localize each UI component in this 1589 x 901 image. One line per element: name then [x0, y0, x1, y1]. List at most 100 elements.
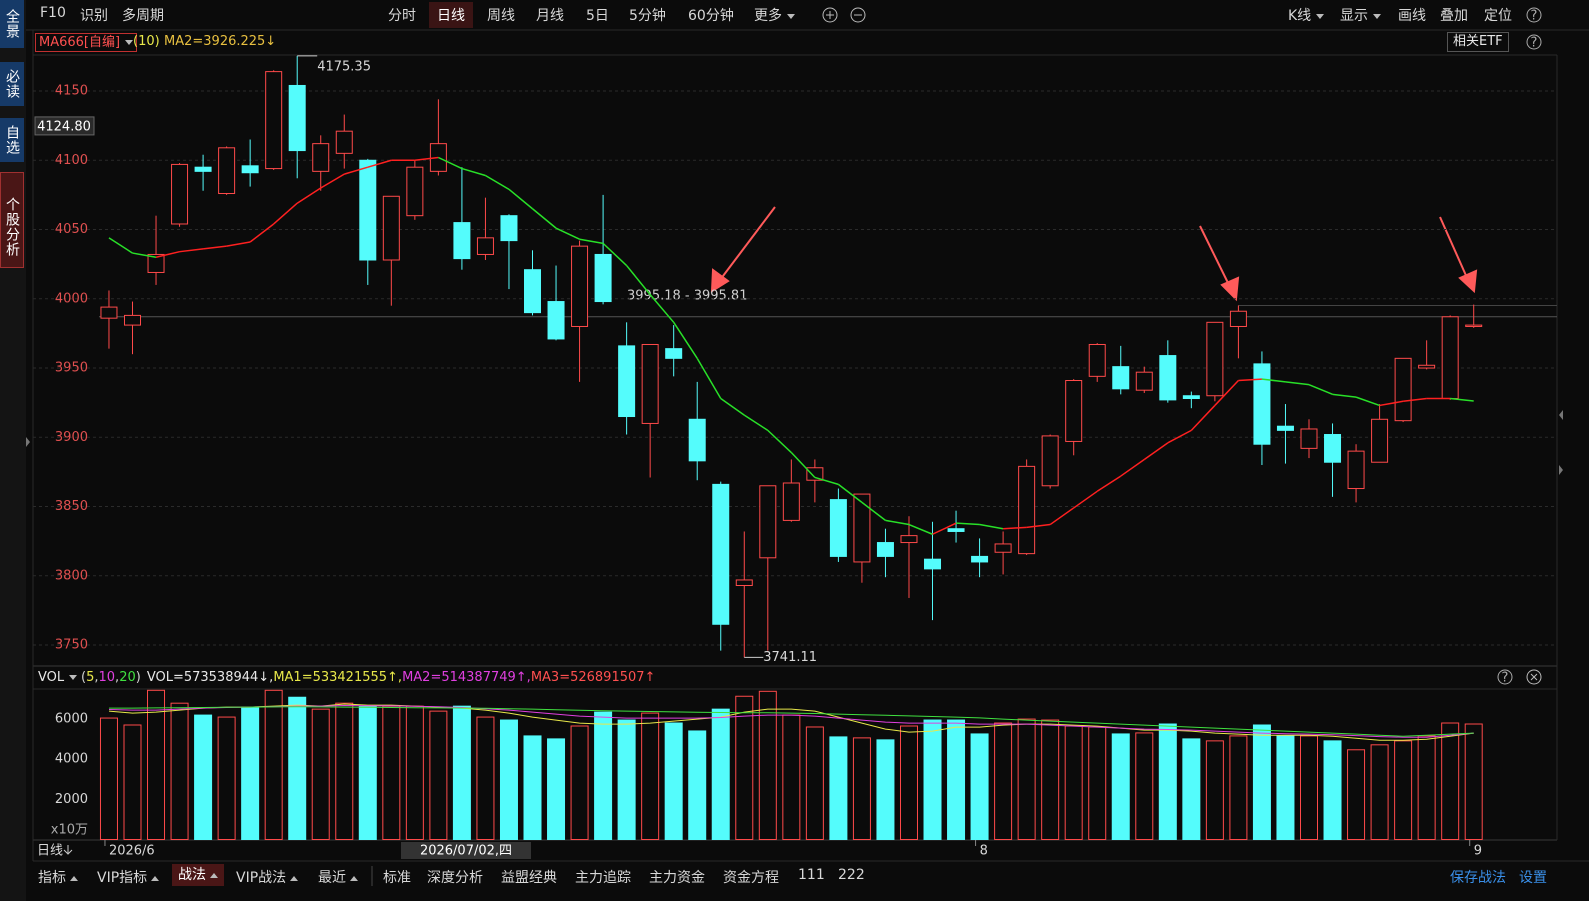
volume-bar: [1041, 719, 1060, 840]
volume-bar: [123, 724, 142, 841]
bottom-tab[interactable]: 指标: [38, 867, 78, 887]
volume-bar: [358, 705, 377, 840]
volume-bar: [1182, 738, 1201, 840]
nav-item[interactable]: 识别: [80, 8, 108, 24]
sidebar-tab[interactable]: 个股分析: [0, 172, 24, 268]
zoom-out[interactable]: [850, 7, 866, 23]
volume-bar: [476, 716, 495, 841]
period-tab[interactable]: 5日: [586, 8, 609, 24]
period-tab[interactable]: 5分钟: [629, 8, 666, 24]
bottom-item[interactable]: 深度分析: [427, 870, 483, 886]
candle-body: [1159, 355, 1177, 401]
period-tab[interactable]: 60分钟: [688, 8, 734, 24]
nav-item[interactable]: 显示: [1340, 5, 1381, 25]
ma-segment: [1332, 393, 1357, 398]
y-tick-label: 3900: [55, 430, 88, 445]
etf-button[interactable]: 相关ETF: [1447, 32, 1509, 52]
vol-name[interactable]: VOL: [38, 670, 77, 685]
nav-item[interactable]: 画线: [1398, 8, 1426, 24]
candle-body: [1229, 310, 1247, 327]
nav-item[interactable]: 多周期: [122, 8, 164, 24]
nav-item[interactable]: F10: [40, 5, 66, 21]
candle-body: [806, 467, 824, 481]
bottom-item[interactable]: 111: [798, 867, 825, 883]
bottom-tab[interactable]: 战法: [172, 864, 224, 886]
period-tab[interactable]: 日线: [429, 2, 473, 28]
ma-segment: [1238, 378, 1262, 382]
candle-body: [594, 253, 612, 303]
scroll-mark: [1559, 465, 1563, 475]
ma-segment: [1308, 383, 1333, 396]
bottom-tab[interactable]: 最近: [318, 867, 358, 887]
ma-segment: [908, 523, 933, 535]
period-tab[interactable]: 周线: [487, 8, 515, 24]
vol-value: ,: [115, 670, 120, 685]
nav-item[interactable]: 叠加: [1440, 8, 1468, 24]
volume-bar: [452, 705, 471, 840]
ma-segment: [132, 252, 157, 258]
candle-body: [876, 542, 894, 557]
sidebar-tab[interactable]: 全景: [0, 0, 24, 48]
volume-bar: [1276, 735, 1295, 841]
ma-segment: [696, 357, 722, 399]
ma-segment: [202, 245, 227, 250]
candle-body: [1465, 324, 1483, 327]
zoom-in[interactable]: [822, 7, 838, 23]
candle-body: [241, 165, 259, 174]
ma-segment: [743, 414, 769, 431]
volume-bar: [899, 725, 918, 841]
volume-bar: [547, 738, 566, 840]
bottom-item[interactable]: 益盟经典: [501, 870, 557, 886]
volume-bar: [1088, 726, 1107, 841]
period-tab[interactable]: 更多: [754, 5, 795, 25]
volume-bar: [1323, 740, 1342, 840]
bottom-item[interactable]: 标准: [383, 870, 411, 886]
volume-bar: [499, 719, 518, 840]
nav-item[interactable]: 定位: [1484, 8, 1512, 24]
bottom-item[interactable]: 222: [838, 867, 865, 883]
volume-bar: [1417, 735, 1436, 841]
ma-segment: [790, 452, 816, 478]
ma-segment: [1261, 378, 1286, 383]
volume-bar: [194, 714, 213, 840]
bottom-action[interactable]: 保存战法: [1450, 870, 1506, 886]
scroll-mark: [1559, 410, 1563, 420]
ma-segment: [414, 156, 439, 162]
close-icon[interactable]: [1526, 669, 1542, 685]
sidebar-tab[interactable]: 必读: [0, 62, 24, 106]
ma-segment: [1143, 442, 1169, 461]
volume-bar: [970, 733, 989, 841]
bottom-tab[interactable]: VIP指标: [97, 867, 159, 887]
candle-body: [1347, 450, 1365, 490]
vol-value: VOL=573538944↓,: [146, 670, 274, 685]
candle-body: [171, 163, 189, 225]
candle-body: [688, 418, 706, 462]
candle-body: [359, 159, 377, 261]
bottom-tab[interactable]: VIP战法: [236, 867, 298, 887]
volume-bar: [994, 722, 1013, 840]
volume-bar: [735, 695, 754, 840]
nav-item[interactable]: K线: [1288, 5, 1324, 25]
help-icon: [1497, 669, 1513, 685]
indicator-name[interactable]: MA666[自编]: [35, 33, 138, 52]
vol-value: ): [135, 670, 141, 685]
period-tab[interactable]: 分时: [388, 8, 416, 24]
ma-segment: [438, 156, 463, 170]
period-tab[interactable]: 月线: [536, 8, 564, 24]
volume-bar: [829, 736, 848, 841]
date-period: 日线: [37, 844, 63, 859]
ma-segment: [837, 483, 863, 503]
download-icon[interactable]: [63, 845, 73, 855]
candle-body: [288, 84, 306, 152]
candle-body: [759, 485, 777, 559]
ma-segment: [367, 159, 392, 168]
bottom-item[interactable]: 主力追踪: [575, 870, 631, 886]
bottom-action[interactable]: 设置: [1519, 870, 1547, 886]
y-tick-label: 3950: [55, 361, 88, 376]
volume-bar: [876, 739, 895, 840]
volume-bar: [311, 708, 330, 841]
sidebar-tab[interactable]: 自选: [0, 118, 24, 162]
bottom-item[interactable]: 主力资金: [649, 870, 705, 886]
bottom-item[interactable]: 资金方程: [723, 870, 779, 886]
